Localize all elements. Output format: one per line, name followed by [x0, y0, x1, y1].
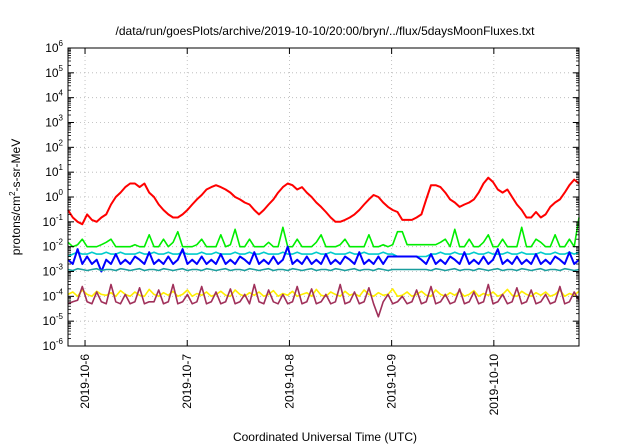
y-tick-label: 10-1: [43, 213, 64, 229]
y-tick-label: 10-2: [43, 238, 64, 254]
series-line-2: [67, 217, 580, 248]
y-tick-label-base: 10: [45, 66, 59, 80]
y-tick-label-exponent: 6: [59, 39, 64, 48]
series-line-6: [67, 288, 580, 298]
x-tick-label: 2019-10-10: [487, 354, 501, 416]
y-tick-label-exponent: 2: [59, 138, 64, 147]
y-tick-label-base: 10: [45, 116, 59, 130]
y-tick-label-exponent: 1: [59, 163, 64, 172]
y-axis-label-sup: 2: [8, 191, 17, 196]
y-axis-label-base: protons/cm: [9, 196, 23, 255]
y-tick-label: 105: [45, 64, 63, 80]
y-tick-label-base: 10: [43, 289, 57, 303]
y-tick-label-base: 10: [43, 314, 57, 328]
y-tick-label-exponent: -4: [56, 287, 64, 296]
series-line-1: [67, 176, 580, 226]
y-tick-label-exponent: 0: [59, 188, 64, 197]
y-tick-label: 10-3: [43, 263, 64, 279]
y-tick-label-exponent: -5: [56, 312, 64, 321]
y-tick-label-exponent: 4: [59, 89, 64, 98]
y-tick-label-base: 10: [45, 91, 59, 105]
y-tick-label-base: 10: [45, 41, 59, 55]
series-line-5: [67, 267, 580, 272]
y-tick-label: 102: [45, 138, 63, 154]
y-tick-label-base: 10: [45, 140, 59, 154]
y-tick-label-exponent: -3: [56, 263, 64, 272]
y-tick-label-exponent: -6: [56, 337, 64, 346]
y-tick-label: 101: [45, 163, 63, 179]
y-tick-label-base: 10: [43, 265, 57, 279]
y-tick-label-base: 10: [43, 240, 57, 254]
series-layer: [67, 176, 580, 318]
series-line-7: [67, 283, 580, 318]
y-tick-label-base: 10: [43, 215, 57, 229]
y-tick-label: 104: [45, 89, 63, 105]
y-tick-label: 106: [45, 39, 63, 55]
chart-title: /data/run/goesPlots/archive/2019-10-10/2…: [116, 24, 536, 38]
y-tick-label-base: 10: [43, 339, 57, 353]
x-tick-label: 2019-10-9: [385, 354, 399, 409]
y-tick-label-exponent: -1: [56, 213, 64, 222]
y-tick-label-exponent: 5: [59, 64, 64, 73]
y-axis-label: protons/cm2-s-sr-MeV: [8, 139, 23, 255]
x-tick-label: 2019-10-7: [180, 354, 194, 409]
x-axis-label: Coordinated Universal Time (UTC): [233, 430, 417, 444]
y-tick-label-base: 10: [45, 165, 59, 179]
series-line-3: [67, 251, 580, 258]
x-tick-label: 2019-10-8: [282, 354, 296, 409]
y-tick-label-base: 10: [45, 190, 59, 204]
y-tick-label: 103: [45, 114, 63, 130]
y-tick-label: 10-6: [43, 337, 64, 353]
y-tick-label-exponent: 3: [59, 114, 64, 123]
x-tick-label: 2019-10-6: [78, 354, 92, 409]
y-tick-label: 10-4: [43, 287, 64, 303]
y-axis-label-rest: -s-sr-MeV: [9, 139, 23, 192]
x-axis: 2019-10-6 2019-10-7 2019-10-8 2019-10-9 2019…: [78, 48, 501, 415]
y-tick-label-exponent: -2: [56, 238, 64, 247]
y-tick-label: 10-5: [43, 312, 64, 328]
y-axis: 10-610-510-410-310-210-11001011021031041…: [43, 39, 579, 353]
y-tick-label: 100: [45, 188, 63, 204]
grid-lines: [68, 48, 579, 346]
series-line-4: [67, 245, 580, 273]
